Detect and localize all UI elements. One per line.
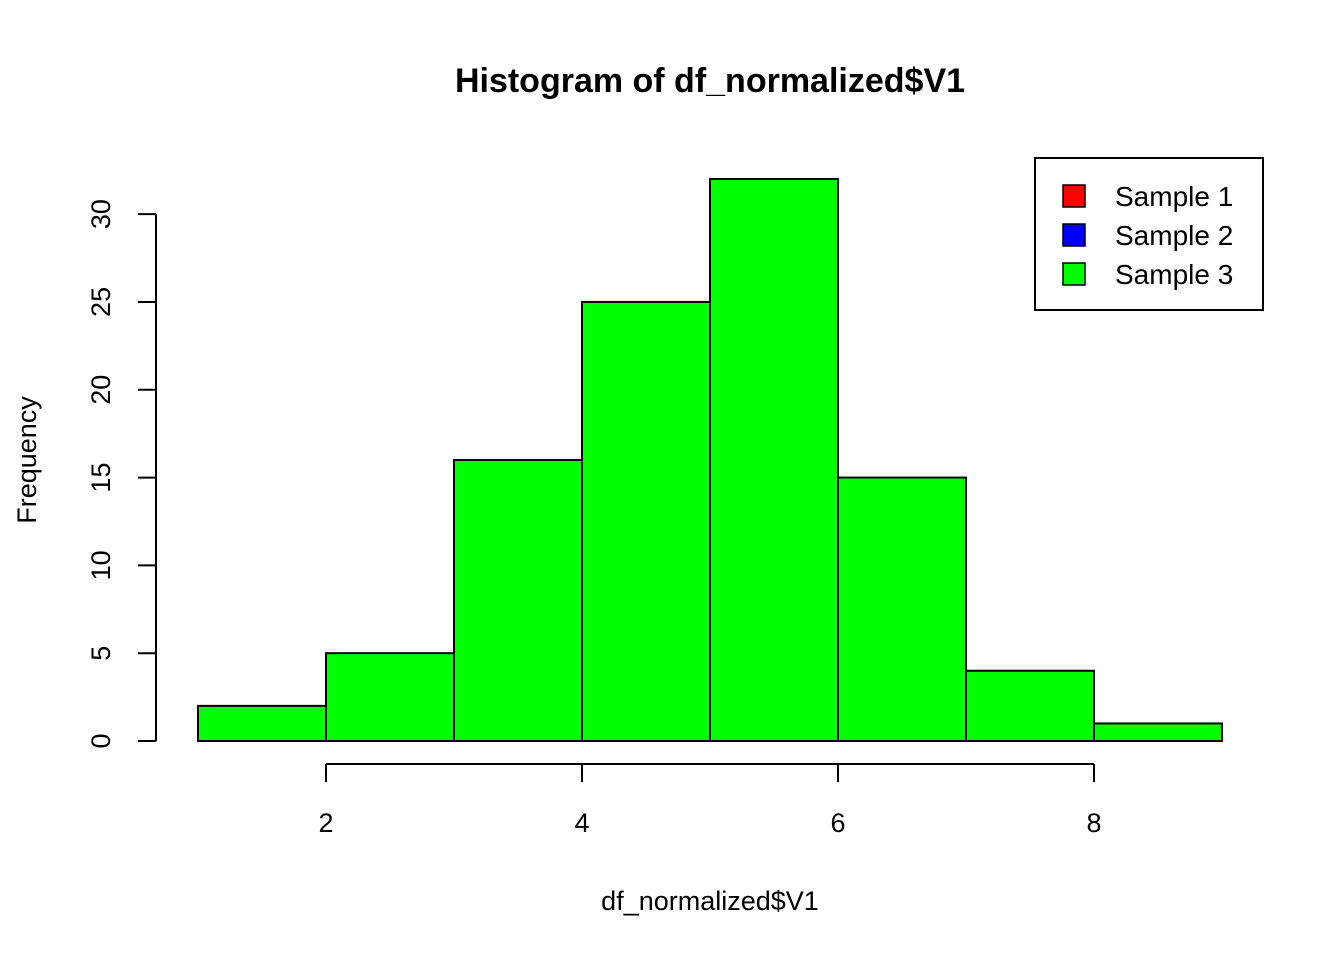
x-axis-label: df_normalized$V1 (601, 886, 819, 916)
histogram-bar-2 (325, 652, 455, 742)
histogram-bar-4 (581, 300, 711, 742)
legend: Sample 1 Sample 2 Sample 3 (1034, 157, 1264, 311)
legend-swatch (1062, 223, 1086, 247)
bars-group (197, 178, 1223, 742)
histogram-bar-1 (197, 704, 327, 742)
legend-swatch (1062, 184, 1086, 208)
x-tick-label: 4 (574, 808, 589, 838)
y-tick-label: 20 (86, 375, 116, 405)
legend-label: Sample 3 (1115, 259, 1233, 290)
legend-swatch (1062, 262, 1086, 286)
chart-title: Histogram of df_normalized$V1 (455, 62, 965, 100)
histogram-bar-5 (709, 178, 839, 742)
histogram-bar-8 (1093, 722, 1223, 742)
y-tick-label: 0 (86, 733, 116, 748)
x-axis: 2 4 6 8 (318, 763, 1102, 838)
legend-label: Sample 2 (1115, 220, 1233, 251)
legend-label: Sample 1 (1115, 181, 1233, 212)
histogram-bar-3 (453, 459, 583, 742)
y-tick-label: 30 (86, 199, 116, 229)
histogram-bar-6 (837, 476, 967, 742)
y-axis-label: Frequency (12, 396, 42, 524)
y-axis: 0 5 10 15 20 25 30 (86, 199, 157, 749)
x-tick-label: 8 (1086, 808, 1101, 838)
histogram-bar-7 (965, 669, 1095, 742)
x-tick-label: 6 (830, 808, 845, 838)
y-tick-label: 25 (86, 287, 116, 317)
y-tick-label: 15 (86, 463, 116, 493)
y-tick-label: 5 (86, 646, 116, 661)
y-tick-label: 10 (86, 550, 116, 580)
x-tick-label: 2 (318, 808, 333, 838)
